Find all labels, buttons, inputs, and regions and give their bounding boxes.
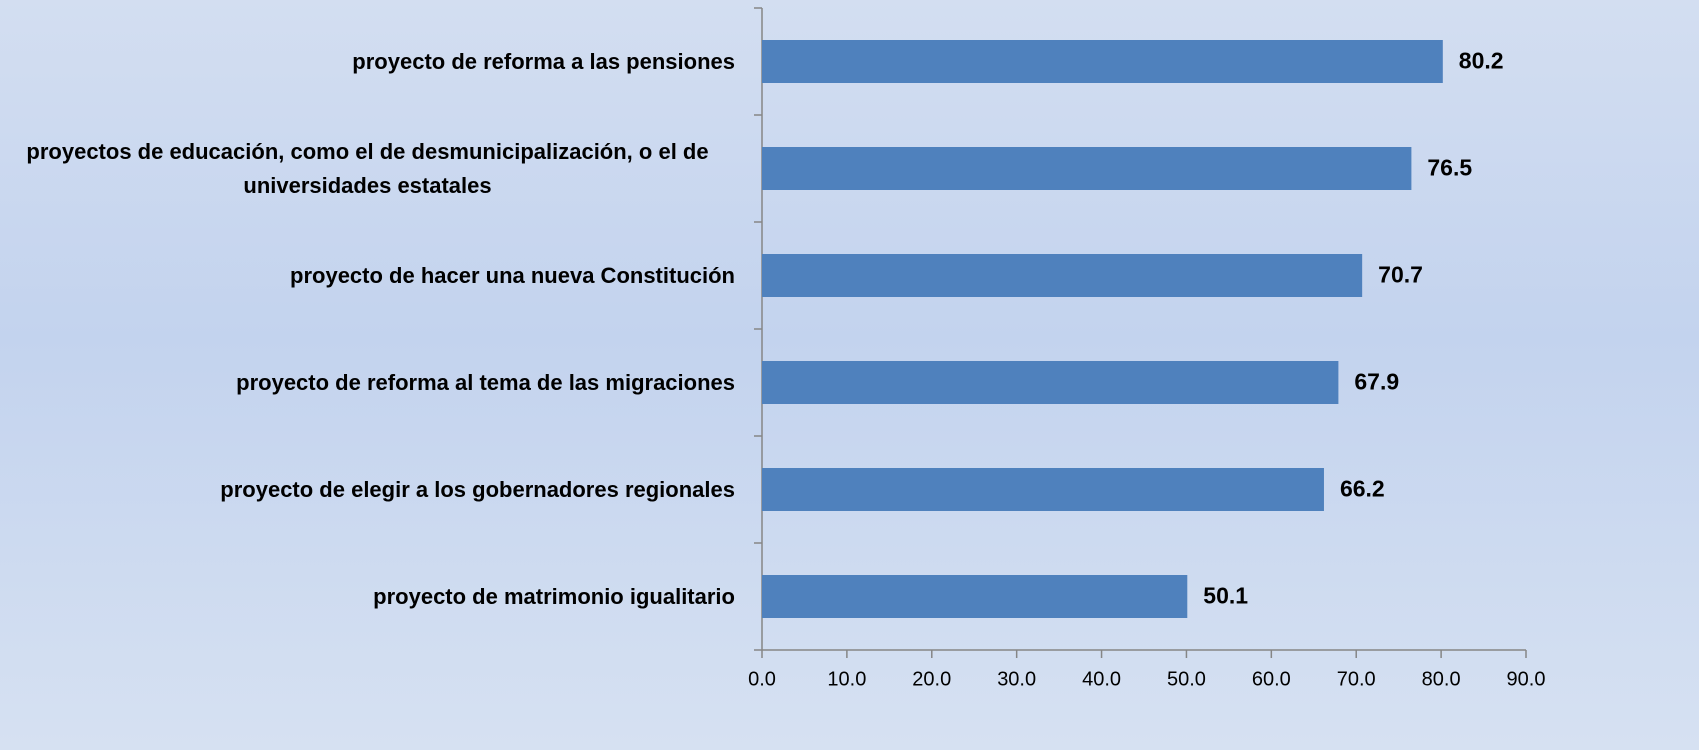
category-label: proyecto de matrimonio igualitario xyxy=(373,583,735,609)
bar xyxy=(762,468,1324,511)
category-label: proyecto de reforma a las pensiones xyxy=(352,48,735,74)
x-tick-label: 10.0 xyxy=(827,668,866,690)
x-tick-label: 30.0 xyxy=(997,668,1036,690)
category-label: proyecto de reforma al tema de las migra… xyxy=(236,369,735,395)
x-tick-label: 60.0 xyxy=(1252,668,1291,690)
x-tick-label: 50.0 xyxy=(1167,668,1206,690)
bar xyxy=(762,361,1339,404)
data-label: 76.5 xyxy=(1427,155,1472,181)
data-label: 50.1 xyxy=(1203,583,1248,609)
bar xyxy=(762,40,1443,83)
x-tick-label: 70.0 xyxy=(1337,668,1376,690)
category-label: proyecto de hacer una nueva Constitución xyxy=(290,262,735,288)
x-tick-label: 0.0 xyxy=(748,668,776,690)
data-label: 66.2 xyxy=(1340,476,1385,502)
data-label: 67.9 xyxy=(1354,369,1399,395)
bar xyxy=(762,575,1188,618)
x-tick-label: 80.0 xyxy=(1422,668,1461,690)
data-label: 70.7 xyxy=(1378,262,1423,288)
category-label: proyecto de elegir a los gobernadores re… xyxy=(220,476,735,502)
bar xyxy=(762,147,1412,190)
bar xyxy=(762,254,1363,297)
x-tick-label: 20.0 xyxy=(912,668,951,690)
x-tick-label: 40.0 xyxy=(1082,668,1121,690)
data-label: 80.2 xyxy=(1459,48,1504,74)
x-tick-label: 90.0 xyxy=(1507,668,1546,690)
category-label: proyectos de educación, como el de desmu… xyxy=(26,138,709,198)
